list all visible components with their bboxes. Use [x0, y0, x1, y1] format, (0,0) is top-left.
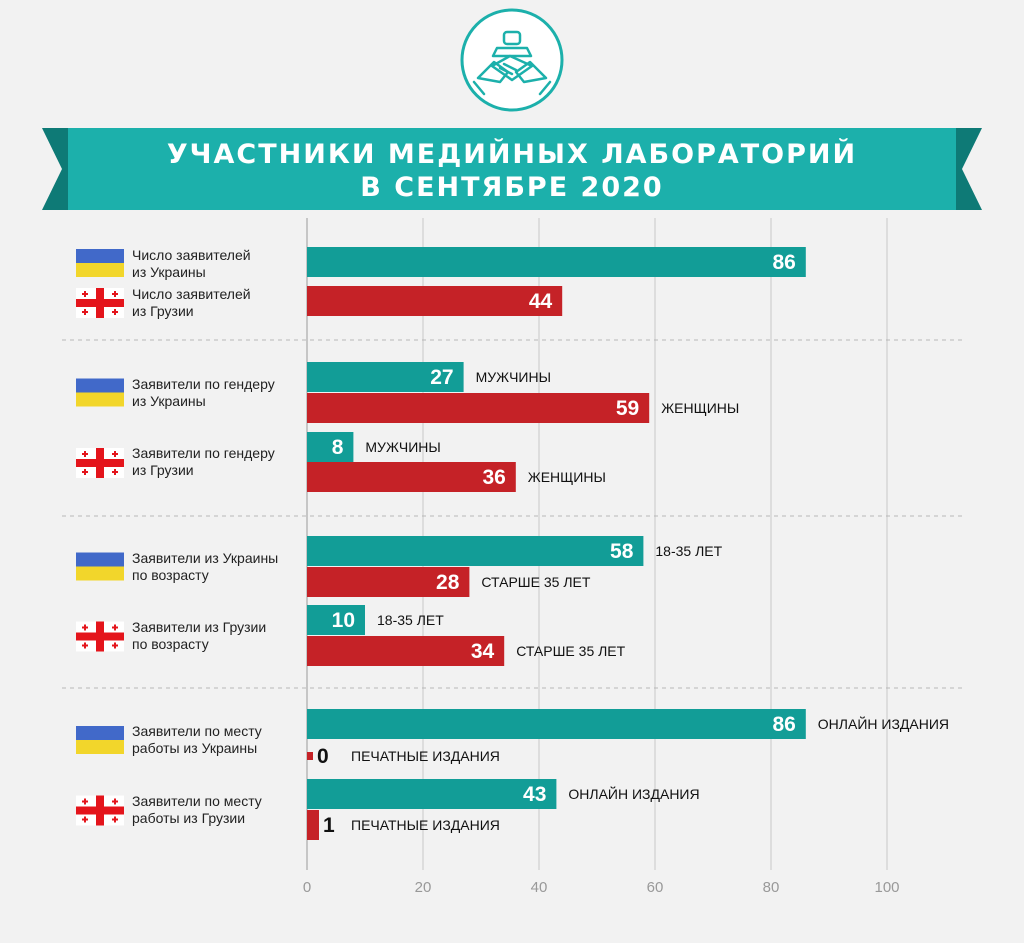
- bar-teal: [307, 362, 464, 392]
- row-label: Заявители из Грузии по возрасту: [132, 619, 302, 653]
- row-label-line: по возрасту: [132, 566, 209, 583]
- bar-red: [307, 636, 505, 666]
- row-label-line: из Грузии: [132, 462, 194, 478]
- logo-badge: [460, 8, 564, 112]
- row-label-line: Заявители по месту: [132, 723, 262, 739]
- bar-category-tag: 18-35 ЛЕТ: [377, 612, 444, 628]
- row-label: Заявители по месту работы из Грузии: [132, 793, 302, 827]
- x-tick-label: 60: [647, 879, 664, 896]
- chart-title-line-1: УЧАСТНИКИ МЕДИЙНЫХ ЛАБОРАТОРИЙ: [166, 139, 858, 170]
- x-tick-label: 40: [531, 879, 548, 896]
- x-tick-label: 0: [303, 879, 311, 896]
- bar-teal: [307, 432, 354, 462]
- bar-red: [307, 810, 319, 840]
- bar-teal: [307, 605, 365, 635]
- georgia-flag-icon: [76, 621, 124, 652]
- ukraine-flag-icon: [76, 249, 124, 277]
- georgia-flag-icon: [76, 795, 124, 826]
- row-label-line: из Украины: [132, 264, 206, 280]
- row-label-line: Заявители из Украины: [132, 549, 279, 566]
- row-label-line: работы из Грузии: [132, 809, 246, 826]
- row-label-line: по возрасту: [132, 635, 209, 652]
- bar-value-label: 44: [529, 290, 553, 313]
- bar-category-tag: ПЕЧАТНЫЕ ИЗДАНИЯ: [351, 817, 500, 833]
- bar-value-label: 86: [772, 713, 795, 736]
- bar-value-label: 1: [323, 814, 335, 837]
- bar-red: [307, 567, 470, 597]
- bar-teal: [307, 536, 644, 566]
- bar-teal: [307, 779, 557, 809]
- bar-category-tag: 18-35 ЛЕТ: [655, 543, 722, 559]
- row-label: Заявители по гендеру из Грузии: [132, 445, 302, 479]
- bar-value-label: 86: [772, 251, 795, 274]
- row-label-line: Заявители по гендеру: [132, 445, 275, 461]
- bar-category-tag: СТАРШЕ 35 ЛЕТ: [481, 574, 590, 590]
- row-label-line: Заявители по месту: [132, 792, 262, 809]
- bar-value-label: 8: [332, 436, 344, 459]
- row-label-line: из Грузии: [132, 303, 194, 319]
- bar-category-tag: МУЖЧИНЫ: [365, 439, 440, 455]
- bar-category-tag: МУЖЧИНЫ: [476, 369, 551, 385]
- bar-red: [307, 752, 313, 760]
- row-label-line: Число заявителей: [132, 247, 251, 263]
- row-label-line: работы из Украины: [132, 740, 258, 756]
- bar-red: [307, 462, 516, 492]
- bar-category-tag: ЖЕНЩИНЫ: [528, 469, 606, 485]
- row-label: Число заявителей из Украины: [132, 247, 302, 281]
- ukraine-flag-icon: [76, 378, 124, 407]
- bar-category-tag: ЖЕНЩИНЫ: [661, 400, 739, 416]
- bar-teal: [307, 709, 806, 739]
- x-tick-label: 100: [874, 879, 899, 896]
- bar-teal: [307, 247, 806, 277]
- hands-together-icon: [472, 30, 552, 96]
- row-label-line: Заявители из Грузии: [132, 618, 267, 635]
- row-label: Число заявителей из Грузии: [132, 286, 302, 320]
- bar-red: [307, 393, 650, 423]
- bar-value-label: 27: [430, 366, 453, 389]
- x-tick-label: 80: [763, 879, 780, 896]
- bar-value-label: 43: [523, 783, 546, 806]
- georgia-flag-icon: [76, 288, 124, 318]
- bar-category-tag: ОНЛАЙН ИЗДАНИЯ: [818, 715, 949, 732]
- bar-category-tag: ПЕЧАТНЫЕ ИЗДАНИЯ: [351, 748, 500, 764]
- bar-red: [307, 286, 563, 316]
- ukraine-flag-icon: [76, 726, 124, 754]
- bar-value-label: 28: [436, 571, 460, 594]
- row-label-line: Число заявителей: [132, 286, 251, 302]
- title-ribbon: [42, 128, 982, 210]
- bar-value-label: 36: [482, 466, 505, 489]
- bar-value-label: 10: [332, 609, 355, 632]
- x-tick-label: 20: [415, 879, 432, 896]
- ukraine-flag-icon: [76, 552, 124, 581]
- bar-value-label: 34: [471, 640, 495, 663]
- chart-title-line-2: В СЕНТЯБРЕ 2020: [360, 172, 664, 203]
- bar-value-label: 59: [616, 397, 639, 420]
- bar-value-label: 58: [610, 540, 634, 563]
- bar-value-label: 0: [317, 745, 329, 768]
- bar-category-tag: СТАРШЕ 35 ЛЕТ: [516, 643, 625, 659]
- row-label: Заявители по месту работы из Украины: [132, 723, 302, 757]
- row-label-line: Заявители по гендеру: [132, 375, 275, 392]
- bar-category-tag: ОНЛАЙН ИЗДАНИЯ: [568, 785, 699, 802]
- row-label: Заявители по гендеру из Украины: [132, 376, 302, 410]
- georgia-flag-icon: [76, 448, 124, 478]
- row-label-line: из Украины: [132, 392, 206, 409]
- row-label: Заявители из Украины по возрасту: [132, 550, 302, 584]
